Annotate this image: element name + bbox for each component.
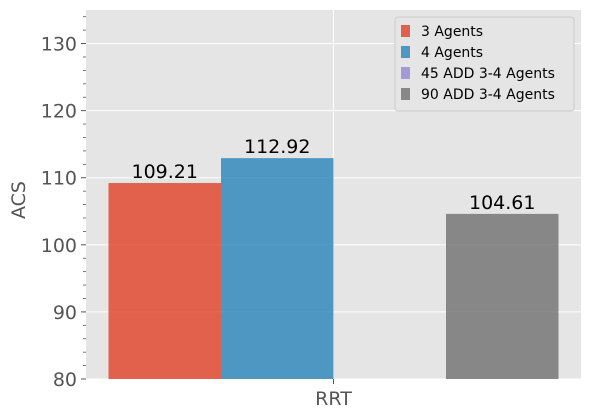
y-axis-ticks: 80 90 100 110 120 130 — [41, 16, 86, 391]
y-tick-label: 130 — [41, 34, 77, 56]
bars — [108, 158, 559, 379]
x-tick-label: RRT — [315, 388, 352, 410]
data-label: 112.92 — [244, 136, 310, 158]
x-axis-ticks: RRT — [315, 379, 352, 410]
y-tick-label: 120 — [41, 101, 77, 123]
y-axis-label: ACS — [8, 181, 30, 219]
legend-swatch — [401, 67, 410, 79]
y-tick-label: 90 — [53, 302, 77, 324]
legend-label: 4 Agents — [421, 45, 483, 61]
y-tick-label: 100 — [41, 235, 77, 257]
legend-swatch — [401, 46, 410, 58]
bar — [446, 213, 559, 379]
bar — [221, 158, 334, 379]
legend-label: 90 ADD 3-4 Agents — [421, 87, 555, 103]
legend-label: 3 Agents — [421, 24, 483, 40]
legend: 3 Agents 4 Agents 45 ADD 3-4 Agents 90 ADD … — [394, 16, 575, 112]
legend-box — [394, 16, 575, 112]
data-labels: 109.21 112.92 104.61 — [132, 136, 536, 214]
y-tick-label: 80 — [53, 369, 77, 391]
legend-swatch — [401, 88, 410, 100]
data-label: 109.21 — [132, 161, 198, 183]
legend-swatch — [401, 25, 410, 37]
data-label: 104.61 — [469, 192, 535, 214]
legend-label: 45 ADD 3-4 Agents — [421, 66, 555, 82]
bar — [108, 183, 221, 379]
y-tick-label: 110 — [41, 168, 77, 190]
